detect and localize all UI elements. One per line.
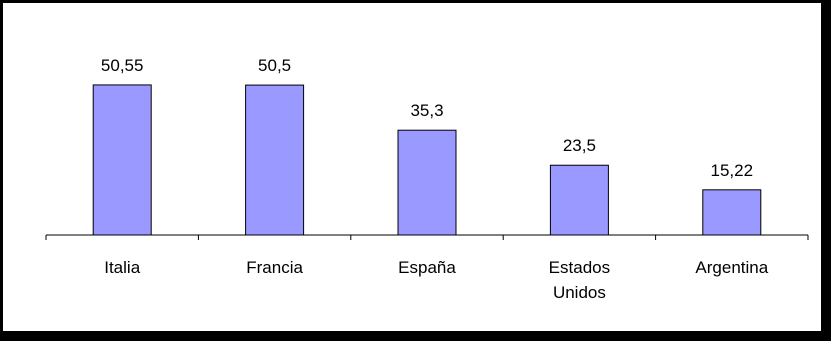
category-label: España — [398, 258, 456, 277]
value-label: 23,5 — [563, 136, 596, 155]
category-label: Italia — [104, 258, 140, 277]
bar-estados-unidos — [549, 164, 609, 236]
bar-argentina — [702, 189, 762, 236]
category-label: Francia — [246, 258, 303, 277]
value-label: 35,3 — [410, 101, 443, 120]
bar-españa — [397, 129, 457, 236]
bar-italia — [92, 84, 152, 236]
bar-francia — [245, 84, 305, 236]
category-labels-group: Italia Francia España Estados Unidos Argentin… — [104, 258, 768, 302]
value-label: 50,55 — [101, 56, 144, 75]
category-label: Estados Unidos — [549, 258, 610, 302]
value-label: 50,5 — [258, 56, 291, 75]
x-axis-ticks — [45, 235, 809, 240]
bars-group — [92, 84, 762, 236]
category-label: Argentina — [695, 258, 768, 277]
value-label: 15,22 — [711, 161, 754, 180]
value-labels-group: 50,55 50,5 35,3 23,5 15,22 — [101, 56, 753, 180]
